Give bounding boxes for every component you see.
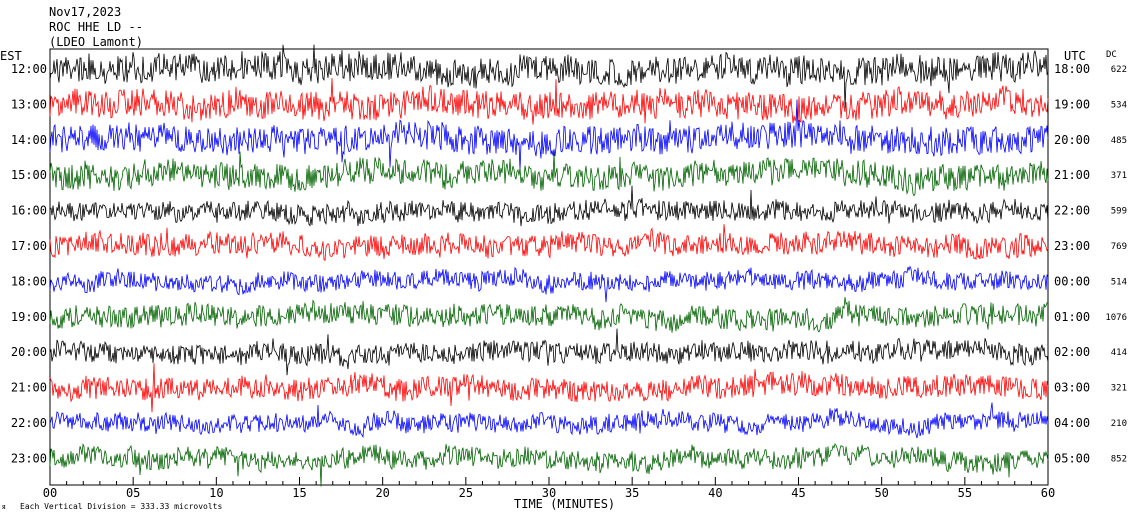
dc-offset-value: 534: [1111, 100, 1127, 110]
dc-label: DC: [1106, 50, 1117, 60]
dc-offset-value: 371: [1111, 171, 1127, 181]
est-hour-label: 17:00: [11, 239, 47, 253]
x-tick-label: 30: [542, 486, 556, 500]
trace-1800: [49, 265, 1049, 303]
est-hour-label: 18:00: [11, 274, 47, 288]
utc-hour-label: 18:00: [1054, 62, 1090, 76]
trace-1300: [49, 78, 1049, 125]
utc-hour-label: 23:00: [1054, 239, 1090, 253]
utc-label: UTC: [1064, 49, 1086, 63]
est-hour-label: 13:00: [11, 97, 47, 111]
trace-1900: [49, 297, 1049, 333]
chart-date: Nov17,2023: [49, 5, 121, 19]
trace-1500: [49, 151, 1049, 197]
utc-hour-label: 20:00: [1054, 133, 1090, 147]
x-tick-label: 05: [126, 486, 140, 500]
x-tick-label: 45: [791, 486, 805, 500]
x-tick-label: 40: [708, 486, 722, 500]
est-hour-label: 19:00: [11, 310, 47, 324]
est-label: EST: [0, 49, 22, 63]
dc-offset-value: 852: [1111, 454, 1127, 464]
trace-group: [49, 44, 1049, 487]
utc-hour-label: 02:00: [1054, 345, 1090, 359]
x-tick-label: 55: [958, 486, 972, 500]
est-hour-label: 20:00: [11, 345, 47, 359]
x-tick-label: 10: [209, 486, 223, 500]
dc-offset-value: 414: [1111, 348, 1127, 358]
trace-2200: [49, 402, 1049, 439]
utc-hour-label: 04:00: [1054, 416, 1090, 430]
utc-hour-label: 21:00: [1054, 168, 1090, 182]
row-label-group: 12:00 18:00 622 13:00 19:00 534 14:00 20:00 485 1…: [11, 62, 1127, 465]
dc-offset-value: 514: [1111, 277, 1127, 287]
x-tick-label: 20: [375, 486, 389, 500]
est-hour-label: 15:00: [11, 168, 47, 182]
x-tick-label: 60: [1041, 486, 1055, 500]
network-note: (LDEO Lamont): [49, 35, 143, 49]
scale-footer: Each Vertical Division = 333.33 microvol…: [20, 502, 222, 511]
dc-offset-value: 1076: [1105, 313, 1127, 323]
utc-hour-label: 03:00: [1054, 381, 1090, 395]
dc-offset-value: 210: [1111, 419, 1127, 429]
trace-1700: [49, 224, 1049, 262]
est-hour-label: 21:00: [11, 381, 47, 395]
est-hour-label: 14:00: [11, 133, 47, 147]
x-axis-title: TIME (MINUTES): [514, 497, 615, 511]
utc-hour-label: 01:00: [1054, 310, 1090, 324]
trace-1400: [49, 99, 1049, 170]
est-hour-label: 16:00: [11, 204, 47, 218]
trace-1600: [49, 185, 1049, 227]
est-hour-label: 22:00: [11, 416, 47, 430]
corner-mark: ᴙ: [2, 502, 6, 511]
dc-offset-value: 599: [1111, 207, 1127, 217]
dc-offset-value: 622: [1111, 65, 1127, 75]
station-code: ROC HHE LD --: [49, 20, 143, 34]
dc-offset-value: 485: [1111, 136, 1127, 146]
x-tick-label: 50: [874, 486, 888, 500]
dc-offset-value: 769: [1111, 242, 1127, 252]
x-tick-label: 35: [625, 486, 639, 500]
dc-offset-value: 321: [1111, 384, 1127, 394]
est-hour-label: 12:00: [11, 62, 47, 76]
x-tick-label: 00: [43, 486, 57, 500]
x-axis: 00 05 10 15 20 25 30 35 40 45 50 55 60: [43, 477, 1055, 500]
trace-2300: [49, 442, 1049, 487]
est-hour-label: 23:00: [11, 451, 47, 465]
trace-2000: [49, 328, 1049, 376]
utc-hour-label: 22:00: [1054, 204, 1090, 218]
utc-hour-label: 05:00: [1054, 451, 1090, 465]
x-tick-label: 25: [459, 486, 473, 500]
trace-2100: [49, 363, 1049, 413]
utc-hour-label: 00:00: [1054, 274, 1090, 288]
x-tick-label: 15: [292, 486, 306, 500]
trace-1200: [49, 44, 1049, 109]
utc-hour-label: 19:00: [1054, 97, 1090, 111]
